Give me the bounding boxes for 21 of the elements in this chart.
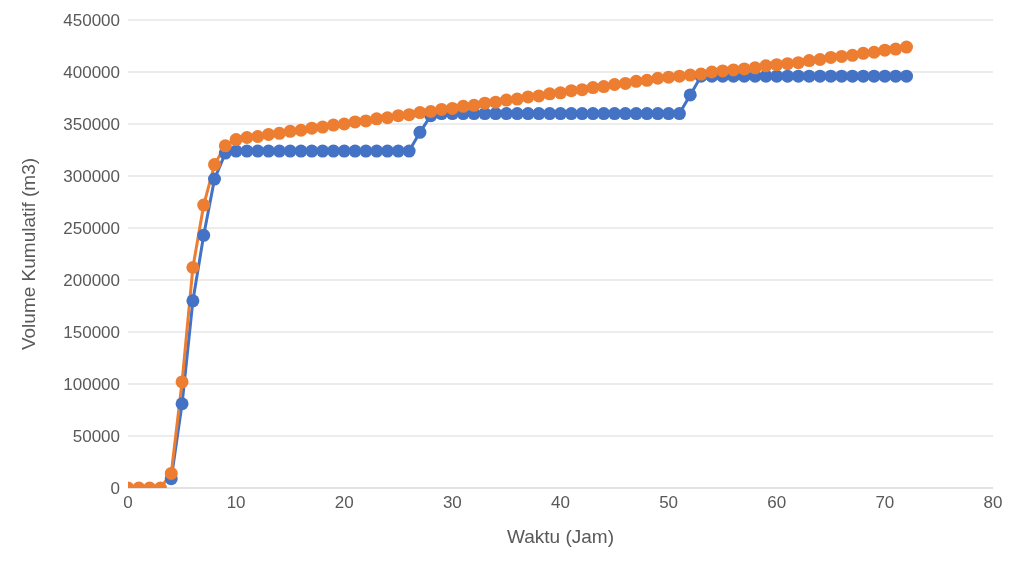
y-tick-label: 50000 [72,427,120,447]
x-tick-label: 40 [551,493,570,513]
x-tick-label: 10 [226,493,246,513]
y-tick-label: 0 [110,479,120,499]
x-tick-label: 70 [875,493,895,513]
y-tick-label: 100000 [63,375,120,395]
y-tick-label: 150000 [63,323,120,343]
x-tick-label: 60 [767,493,787,513]
y-axis-title: Volume Kumulatif (m3) [17,157,39,351]
x-tick-label: 30 [442,493,462,513]
y-tick-label: 350000 [63,115,120,135]
y-tick-label: 450000 [63,11,120,31]
y-tick-label: 300000 [63,167,120,187]
x-tick-label: 50 [659,493,679,513]
x-axis-title: Waktu (Jam) [507,526,614,547]
x-tick-label: 20 [334,493,354,513]
x-tick-label: 80 [983,493,1003,513]
x-tick-label: 0 [123,493,133,513]
y-tick-label: 400000 [63,63,120,83]
y-tick-label: 250000 [63,219,120,239]
y-tick-label: 200000 [63,271,120,291]
